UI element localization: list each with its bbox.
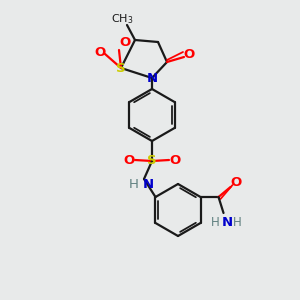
Text: O: O xyxy=(169,154,181,166)
Text: O: O xyxy=(230,176,241,190)
Text: S: S xyxy=(147,154,157,167)
Text: O: O xyxy=(183,49,195,62)
Text: H: H xyxy=(129,178,139,190)
Text: CH$_3$: CH$_3$ xyxy=(111,12,133,26)
Text: N: N xyxy=(222,215,233,229)
Text: N: N xyxy=(146,71,158,85)
Text: S: S xyxy=(116,61,126,74)
Text: O: O xyxy=(94,46,106,59)
Text: O: O xyxy=(119,35,130,49)
Text: O: O xyxy=(123,154,135,166)
Text: N: N xyxy=(142,178,154,190)
Text: H: H xyxy=(211,215,220,229)
Text: H: H xyxy=(233,215,242,229)
